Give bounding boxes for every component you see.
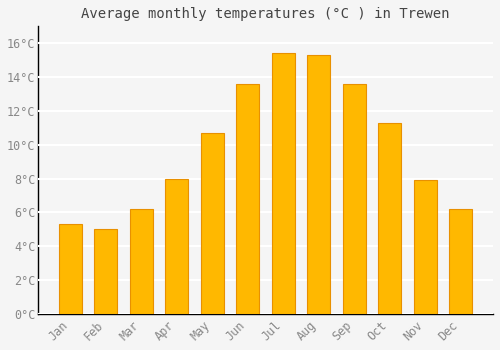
Title: Average monthly temperatures (°C ) in Trewen: Average monthly temperatures (°C ) in Tr… xyxy=(82,7,450,21)
Bar xyxy=(343,84,366,314)
Bar xyxy=(94,229,118,314)
Bar xyxy=(59,224,82,314)
Bar xyxy=(236,84,260,314)
Bar xyxy=(166,178,188,314)
Bar xyxy=(414,180,437,314)
Bar xyxy=(378,123,402,314)
Bar xyxy=(272,53,295,314)
Bar xyxy=(450,209,472,314)
Bar xyxy=(308,55,330,314)
Bar xyxy=(201,133,224,314)
Bar xyxy=(130,209,153,314)
